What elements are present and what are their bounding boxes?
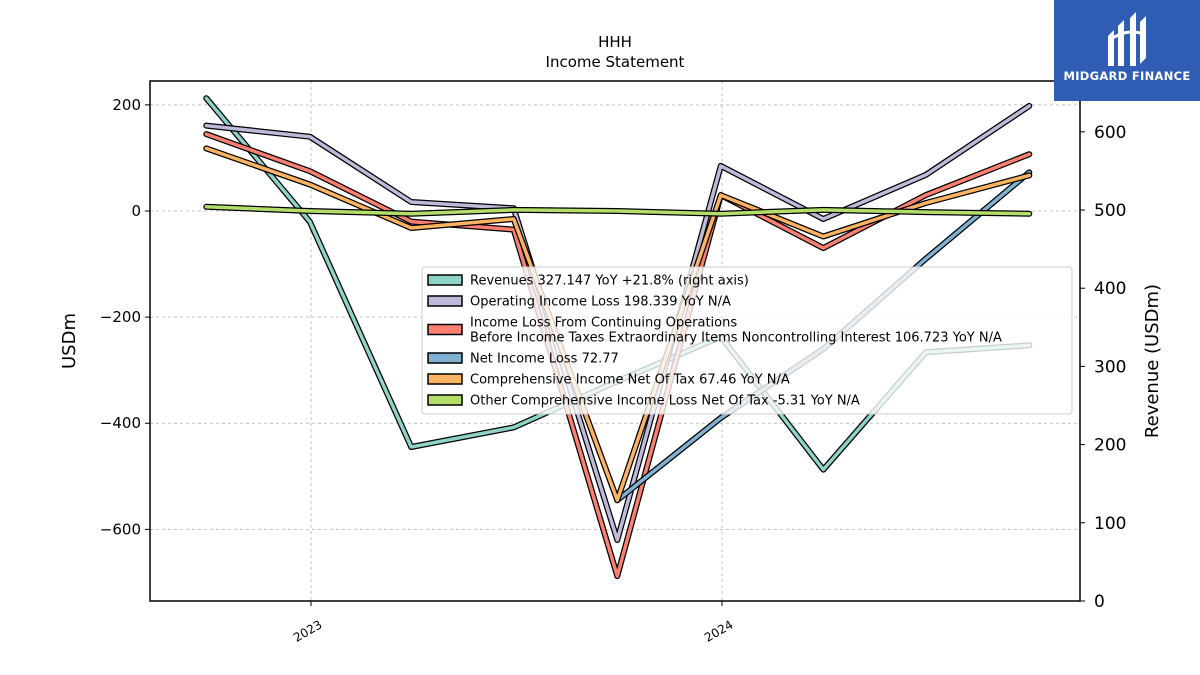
y-tick-label-right: 200 xyxy=(1094,436,1126,456)
y-tick-label-right: 500 xyxy=(1094,201,1126,221)
y-axis-label-right: Revenue (USDm) xyxy=(1142,284,1163,438)
y-tick-label-left: −200 xyxy=(100,308,141,326)
legend-label: Revenues 327.147 YoY +21.8% (right axis) xyxy=(470,274,749,289)
legend-item-1: Operating Income Loss 198.339 YoY N/A xyxy=(427,295,731,310)
legend-swatch xyxy=(427,352,463,364)
series-line xyxy=(204,104,1032,542)
legend-swatch xyxy=(427,295,463,307)
y-tick-label-left: 0 xyxy=(131,202,141,220)
legend-label: Comprehensive Income Net Of Tax 67.46 Yo… xyxy=(470,373,790,388)
legend-item-3: Net Income Loss 72.77 xyxy=(427,352,619,367)
y-axis-label-left: USDm xyxy=(59,313,80,369)
series-line xyxy=(204,205,1032,216)
legend-item-0: Revenues 327.147 YoY +21.8% (right axis) xyxy=(427,274,749,289)
y-tick-label-right: 600 xyxy=(1094,123,1126,143)
brand-logo: MIDGARD FINANCE xyxy=(1054,0,1200,101)
chart-subtitle: Income Statement xyxy=(546,53,685,71)
midgard-logo-icon xyxy=(1108,12,1146,66)
legend-label: Income Loss From Continuing Operations xyxy=(470,316,737,331)
legend-label: Net Income Loss 72.77 xyxy=(470,352,619,367)
y-tick-label-right: 0 xyxy=(1094,592,1105,612)
y-tick-label-left: 200 xyxy=(112,96,141,114)
legend-item-4: Comprehensive Income Net Of Tax 67.46 Yo… xyxy=(427,373,790,388)
x-tick-label: 2024 xyxy=(702,617,735,644)
legend-box xyxy=(421,266,1073,415)
legend-swatch xyxy=(427,373,463,385)
series-line-1 xyxy=(203,102,1033,543)
y-tick-label-left: −400 xyxy=(100,414,141,432)
legend-label: Operating Income Loss 198.339 YoY N/A xyxy=(470,295,731,310)
legend-label: Other Comprehensive Income Loss Net Of T… xyxy=(470,394,860,409)
legend-swatch xyxy=(427,274,463,286)
y-tick-label-left: −600 xyxy=(100,520,141,538)
axes: 200 0 −200 −400 −600 2023 2024 0 100 200 300 400 500… xyxy=(100,96,1127,645)
y-tick-label-right: 300 xyxy=(1094,357,1126,377)
logo-text: MIDGARD FINANCE xyxy=(1063,69,1191,83)
legend-item-5: Other Comprehensive Income Loss Net Of T… xyxy=(427,394,860,409)
y-tick-label-right: 100 xyxy=(1094,514,1126,534)
legend-label: Before Income Taxes Extraordinary Items … xyxy=(470,331,1002,346)
legend-swatch xyxy=(427,394,463,406)
legend-item-2: Income Loss From Continuing OperationsBe… xyxy=(427,316,1002,346)
plot-frame xyxy=(149,80,1081,602)
y-tick-label-right: 400 xyxy=(1094,279,1126,299)
legend-swatch xyxy=(427,323,463,336)
series-line-5 xyxy=(203,203,1033,217)
x-tick-label: 2023 xyxy=(291,617,324,644)
chart-title: HHH xyxy=(598,33,632,51)
legend: Revenues 327.147 YoY +21.8% (right axis)… xyxy=(421,266,1073,415)
